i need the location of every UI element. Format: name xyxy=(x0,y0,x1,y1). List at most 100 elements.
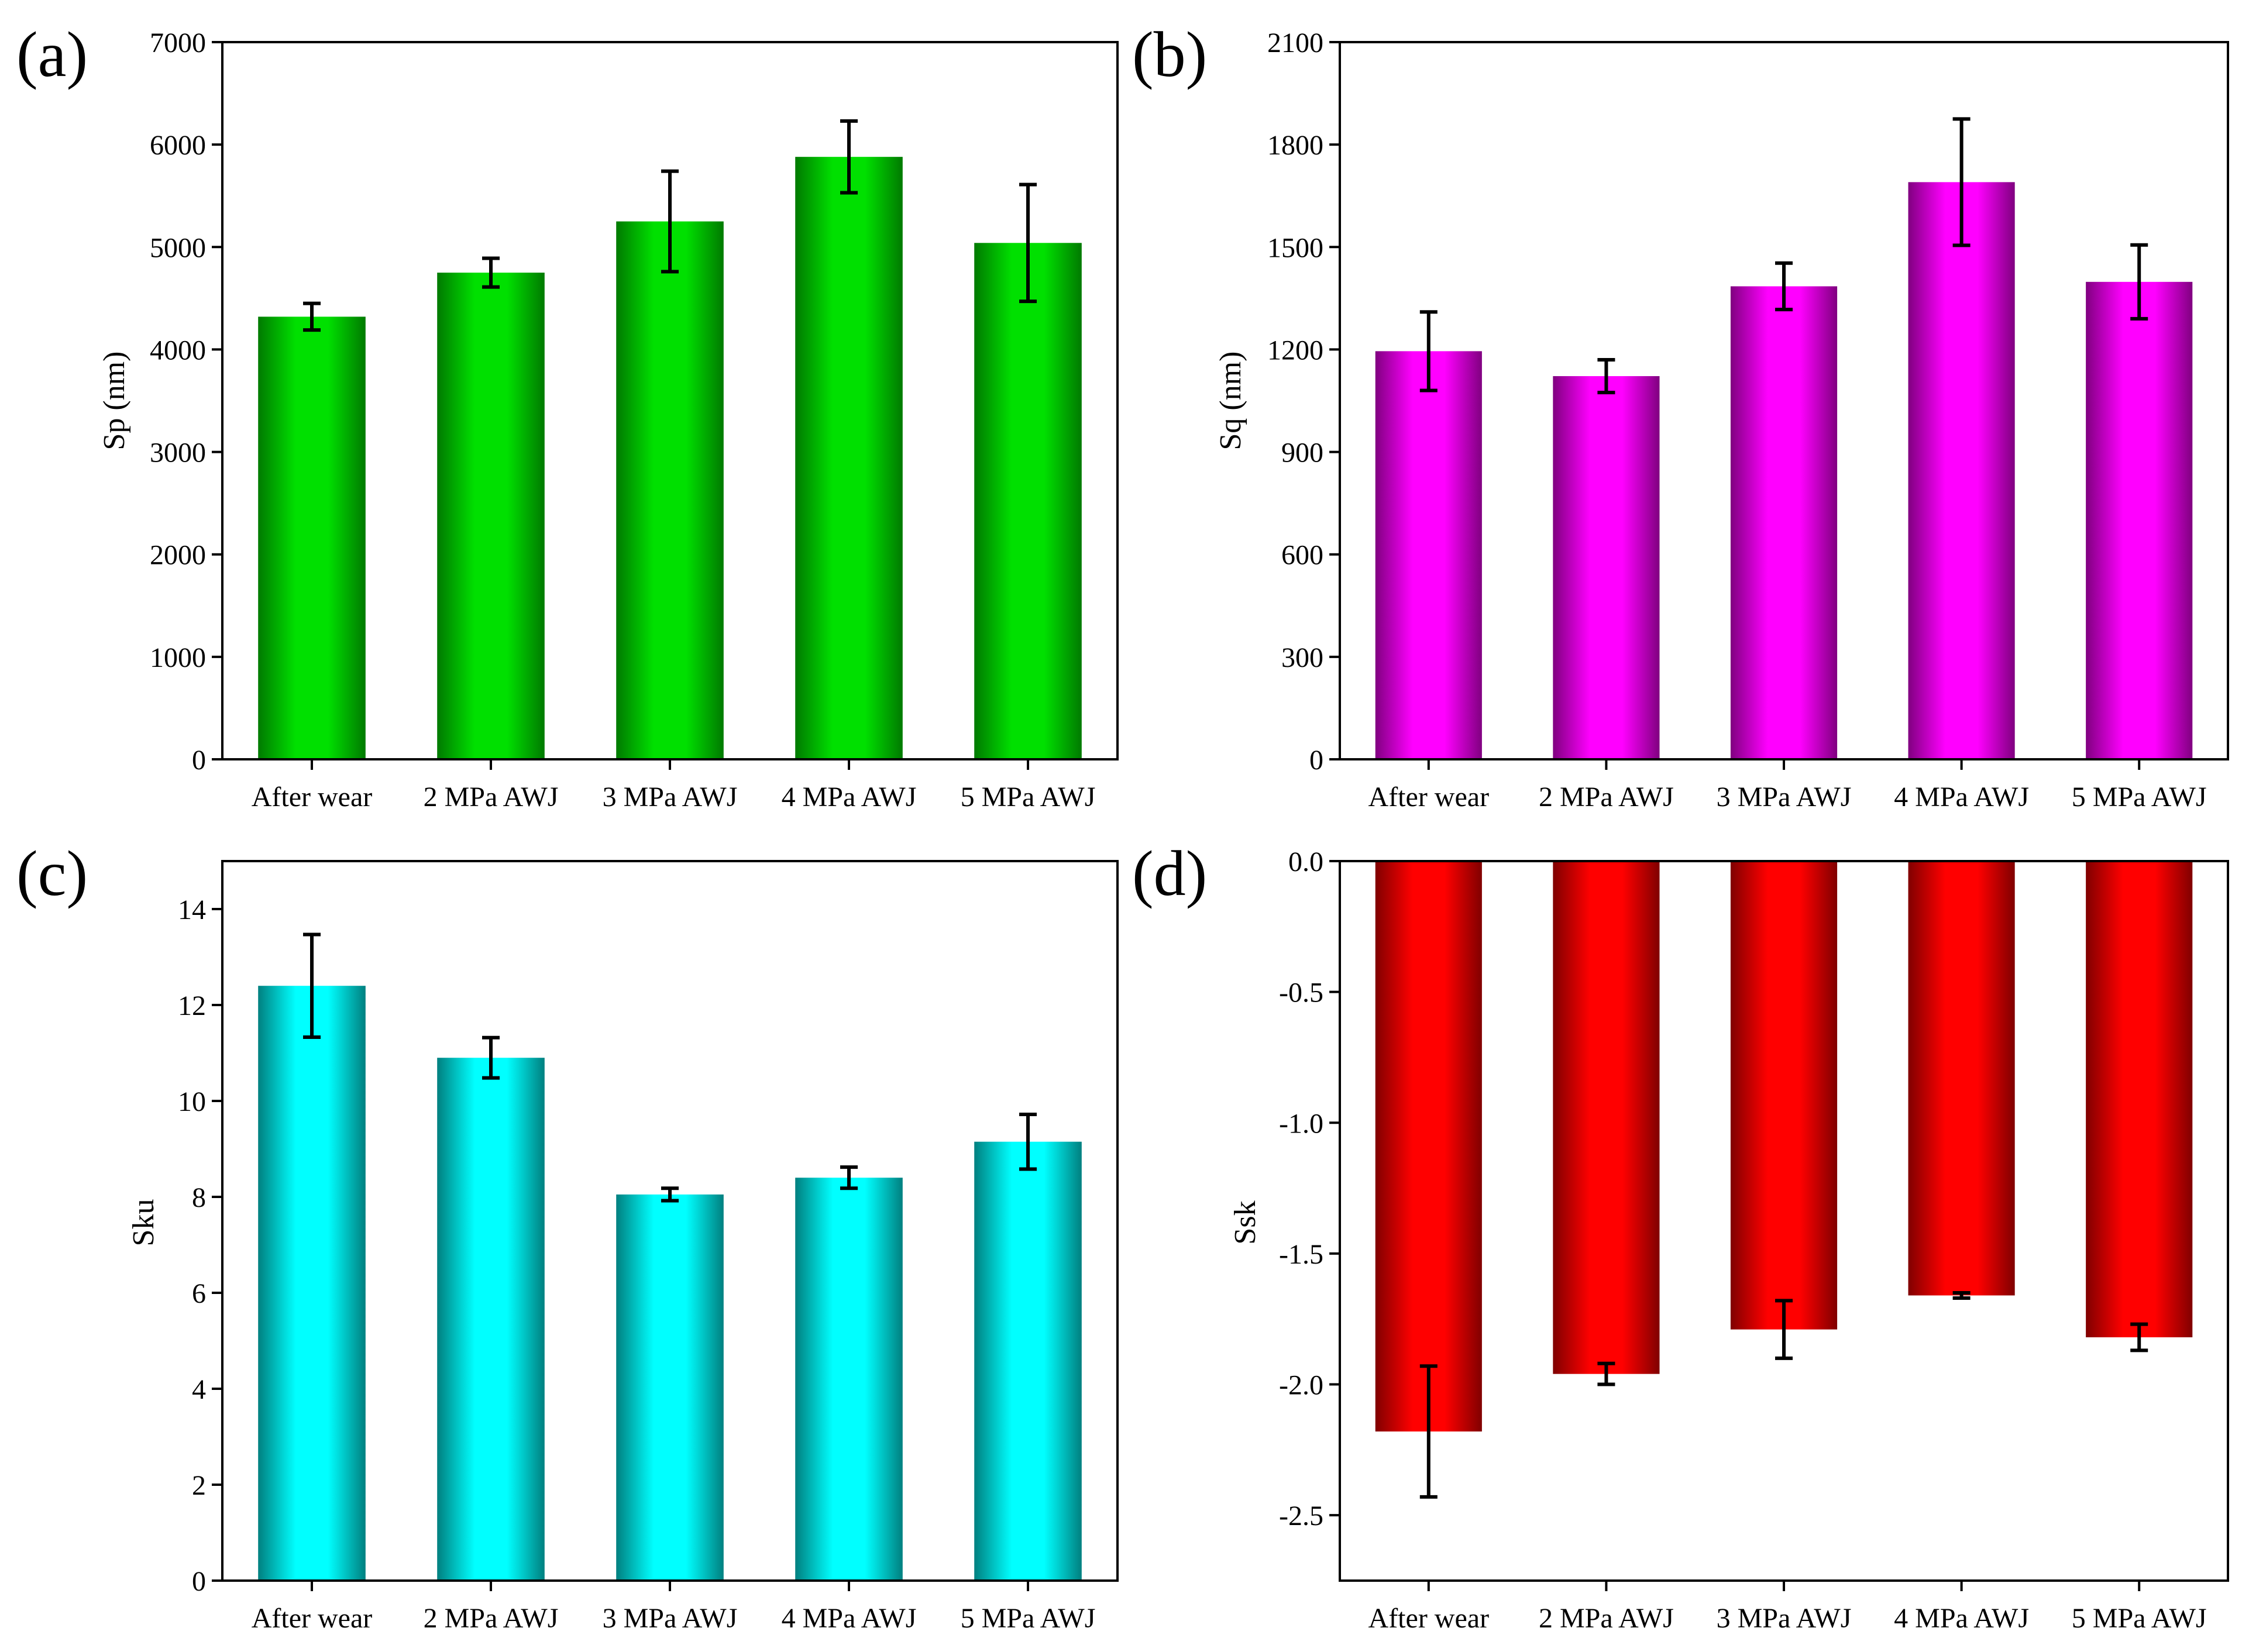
bar-3-mpa-awj xyxy=(1730,861,1838,1330)
x-tick-label: After wear xyxy=(252,782,373,813)
panel-a: (a) Sp (nm) 0 1000 2000 3000 4000 5000 6000 700… xyxy=(16,19,1119,813)
bar-after-wear xyxy=(1375,351,1482,759)
bar-3-mpa-awj xyxy=(616,221,724,759)
x-tick-label: 5 MPa AWJ xyxy=(2072,1603,2207,1634)
x-tick-label: 4 MPa AWJ xyxy=(1894,782,2029,813)
panel-label: (b) xyxy=(1132,19,1207,90)
y-tick-label: 2 xyxy=(192,1470,206,1501)
error-bar xyxy=(661,1186,679,1203)
plot-area-b: 0 300 600 900 1200 1500 1800 2100 After wear 2 MP… xyxy=(1267,27,2229,813)
bar-2-mpa-awj xyxy=(437,273,545,760)
y-tick-label: 300 xyxy=(1281,642,1323,673)
y-axis-title: Sq (nm) xyxy=(1214,352,1247,450)
error-bar xyxy=(2130,1322,2148,1352)
error-bar xyxy=(1597,357,1615,394)
y-tick-label: 7000 xyxy=(150,27,206,58)
y-tick-label: -2.5 xyxy=(1279,1500,1323,1531)
y-tick-label: -1.5 xyxy=(1279,1239,1323,1270)
x-tick-label: 3 MPa AWJ xyxy=(603,1603,738,1634)
y-tick-label: 1200 xyxy=(1267,335,1323,366)
error-bar xyxy=(1419,310,1438,393)
x-tick-label: 4 MPa AWJ xyxy=(782,1603,917,1634)
x-tick-label: 2 MPa AWJ xyxy=(1539,782,1674,813)
panel-label: (c) xyxy=(16,838,88,909)
bar-4-mpa-awj xyxy=(795,1178,903,1581)
bar-5-mpa-awj xyxy=(974,1141,1082,1581)
bar-4-mpa-awj xyxy=(1908,861,2015,1296)
error-bar xyxy=(482,256,500,289)
bar-2-mpa-awj xyxy=(1553,861,1660,1374)
error-bar xyxy=(1597,1361,1615,1386)
error-bar xyxy=(2130,243,2148,321)
y-tick-label: 1800 xyxy=(1267,130,1323,161)
y-tick-label: 6 xyxy=(192,1278,206,1309)
y-tick-label: 2100 xyxy=(1267,27,1323,58)
x-tick-label: 3 MPa AWJ xyxy=(1717,1603,1852,1634)
y-tick-label: 1500 xyxy=(1267,232,1323,263)
panel-label: (d) xyxy=(1132,838,1207,909)
error-bar xyxy=(303,301,321,332)
error-bar xyxy=(661,169,679,274)
bar-2-mpa-awj xyxy=(437,1058,545,1581)
bar-3-mpa-awj xyxy=(616,1194,724,1581)
y-tick-label: 4000 xyxy=(150,335,206,366)
bar-after-wear xyxy=(1375,861,1482,1432)
error-bar xyxy=(1952,117,1971,247)
x-tick-label: 3 MPa AWJ xyxy=(603,782,738,813)
bar-5-mpa-awj xyxy=(2086,281,2193,759)
bar-after-wear xyxy=(258,986,366,1581)
panel-b: (b) Sq (nm) 0 300 600 900 1200 1500 1800 2100 Af… xyxy=(1132,19,2229,813)
error-bar xyxy=(840,1165,858,1190)
plot-area-d: 0.0 -0.5 -1.0 -1.5 -2.0 -2.5 After wear 2 MPa A… xyxy=(1279,846,2229,1634)
y-tick-label: 3000 xyxy=(150,438,206,469)
y-tick-label: 0 xyxy=(192,745,206,776)
y-tick-label: 12 xyxy=(178,990,206,1021)
y-tick-label: 0 xyxy=(192,1566,206,1597)
panel-c: (c) Sku 0 2 4 6 8 10 12 14 After wear 2 MPa AWJ 3 … xyxy=(16,838,1119,1634)
y-tick-label: 10 xyxy=(178,1086,206,1117)
panel-d: (d) Ssk 0.0 -0.5 -1.0 -1.5 -2.0 -2.5 After wea… xyxy=(1132,838,2229,1634)
bar-3-mpa-awj xyxy=(1730,286,1838,759)
x-tick-label: 4 MPa AWJ xyxy=(1894,1603,2029,1634)
y-tick-label: 0.0 xyxy=(1288,846,1323,877)
panel-label: (a) xyxy=(16,19,88,90)
y-axis-title: Ssk xyxy=(1229,1200,1262,1244)
bar-4-mpa-awj xyxy=(795,157,903,759)
y-tick-label: 900 xyxy=(1281,438,1323,469)
x-tick-label: After wear xyxy=(1368,782,1490,813)
plot-area-a: 0 1000 2000 3000 4000 5000 6000 7000 After wear 2… xyxy=(150,27,1119,813)
x-tick-label: 5 MPa AWJ xyxy=(2072,782,2207,813)
y-tick-label: 6000 xyxy=(150,130,206,161)
y-tick-label: 0 xyxy=(1309,745,1323,776)
y-tick-label: 2000 xyxy=(150,540,206,571)
y-axis-title: Sp (nm) xyxy=(98,352,131,450)
error-bar xyxy=(840,119,858,195)
x-tick-label: After wear xyxy=(252,1603,373,1634)
x-tick-label: 2 MPa AWJ xyxy=(424,782,559,813)
error-bar xyxy=(1019,1112,1037,1171)
bar-after-wear xyxy=(258,316,366,759)
x-tick-label: After wear xyxy=(1368,1603,1490,1634)
error-bar xyxy=(1775,261,1793,312)
x-tick-label: 4 MPa AWJ xyxy=(782,782,917,813)
y-tick-label: 600 xyxy=(1281,540,1323,571)
y-tick-label: 14 xyxy=(178,894,206,925)
y-tick-label: 4 xyxy=(192,1374,206,1405)
y-tick-label: 8 xyxy=(192,1182,206,1213)
y-axis-title: Sku xyxy=(127,1199,160,1247)
error-bar xyxy=(1419,1364,1438,1499)
error-bar xyxy=(482,1035,500,1080)
error-bar xyxy=(1019,183,1037,304)
error-bar xyxy=(1775,1299,1793,1360)
y-tick-label: 1000 xyxy=(150,642,206,673)
x-tick-label: 2 MPa AWJ xyxy=(1539,1603,1674,1634)
y-tick-label: -0.5 xyxy=(1279,978,1323,1009)
bar-2-mpa-awj xyxy=(1553,376,1660,759)
plot-area-c: 0 2 4 6 8 10 12 14 After wear 2 MPa AWJ 3 MPa AWJ 4… xyxy=(178,860,1119,1634)
y-tick-label: -2.0 xyxy=(1279,1370,1323,1401)
error-bar xyxy=(303,932,321,1039)
x-tick-label: 2 MPa AWJ xyxy=(424,1603,559,1634)
x-tick-label: 5 MPa AWJ xyxy=(961,1603,1096,1634)
x-tick-label: 5 MPa AWJ xyxy=(961,782,1096,813)
